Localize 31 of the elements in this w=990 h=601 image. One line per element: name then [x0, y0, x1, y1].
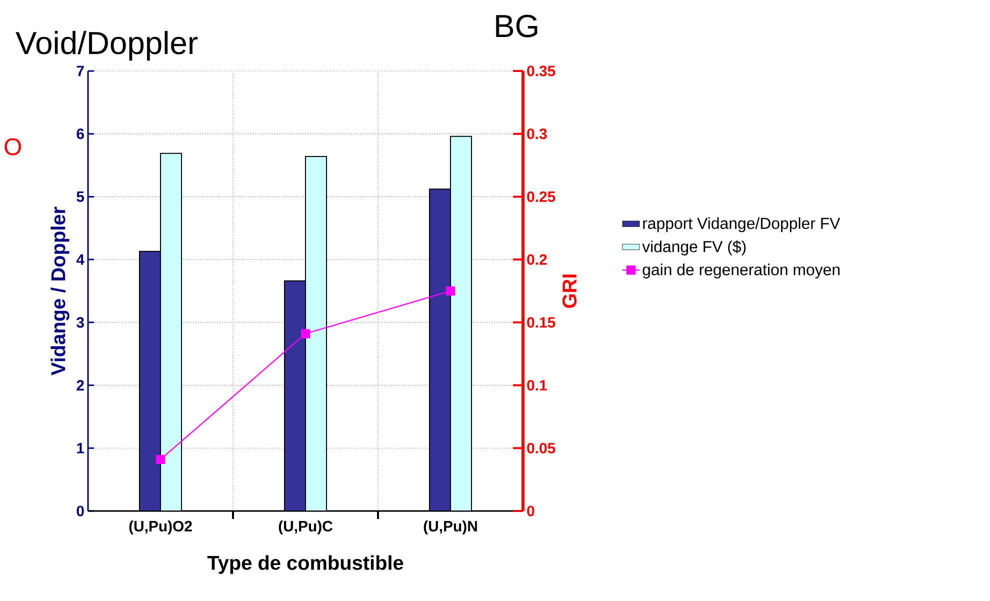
legend-label: gain de regeneration moyen: [642, 264, 840, 278]
y2-tick-label: 0.05: [527, 442, 556, 454]
x-tick-label: (U,Pu)C: [278, 520, 332, 534]
y-tick-label: 0: [76, 506, 84, 516]
point: [300, 329, 310, 338]
y-tick-label: 6: [76, 128, 84, 140]
y-axis-title: Vidange / Doppler: [50, 206, 70, 376]
y2-tick-label: 0.3: [527, 128, 547, 140]
x-axis-title: Type de combustible: [207, 555, 404, 574]
legend-label: rapport Vidange/Doppler FV: [643, 217, 840, 232]
y-tick-label: 2: [76, 380, 84, 390]
x-tick-label: (U,Pu)O2: [129, 520, 192, 534]
y2-tick-label: 0.15: [527, 317, 556, 328]
text: BG: [496, 14, 538, 38]
y-tick-label: 3: [76, 317, 84, 328]
point: [156, 454, 166, 464]
y2-tick-label: 0.2: [527, 254, 547, 265]
point: [446, 286, 456, 296]
y2-tick-label: 0: [527, 506, 534, 516]
text: O: [4, 138, 21, 156]
y2-tick-label: 0.25: [527, 191, 556, 202]
y-tick-label: 4: [76, 254, 84, 265]
y-tick-label: 7: [76, 66, 84, 76]
chart-title: Void/Doppler: [16, 30, 198, 61]
y2-axis-title: GRI: [562, 274, 577, 308]
y-tick-label: 5: [76, 191, 84, 202]
y2-tick-label: 0.1: [527, 380, 547, 391]
y-tick-label: 1: [77, 442, 84, 454]
x-tick-label: (U,Pu)N: [424, 520, 477, 534]
y2-tick-label: 0.35: [527, 66, 556, 76]
legend-label: vidange FV ($): [642, 240, 746, 256]
